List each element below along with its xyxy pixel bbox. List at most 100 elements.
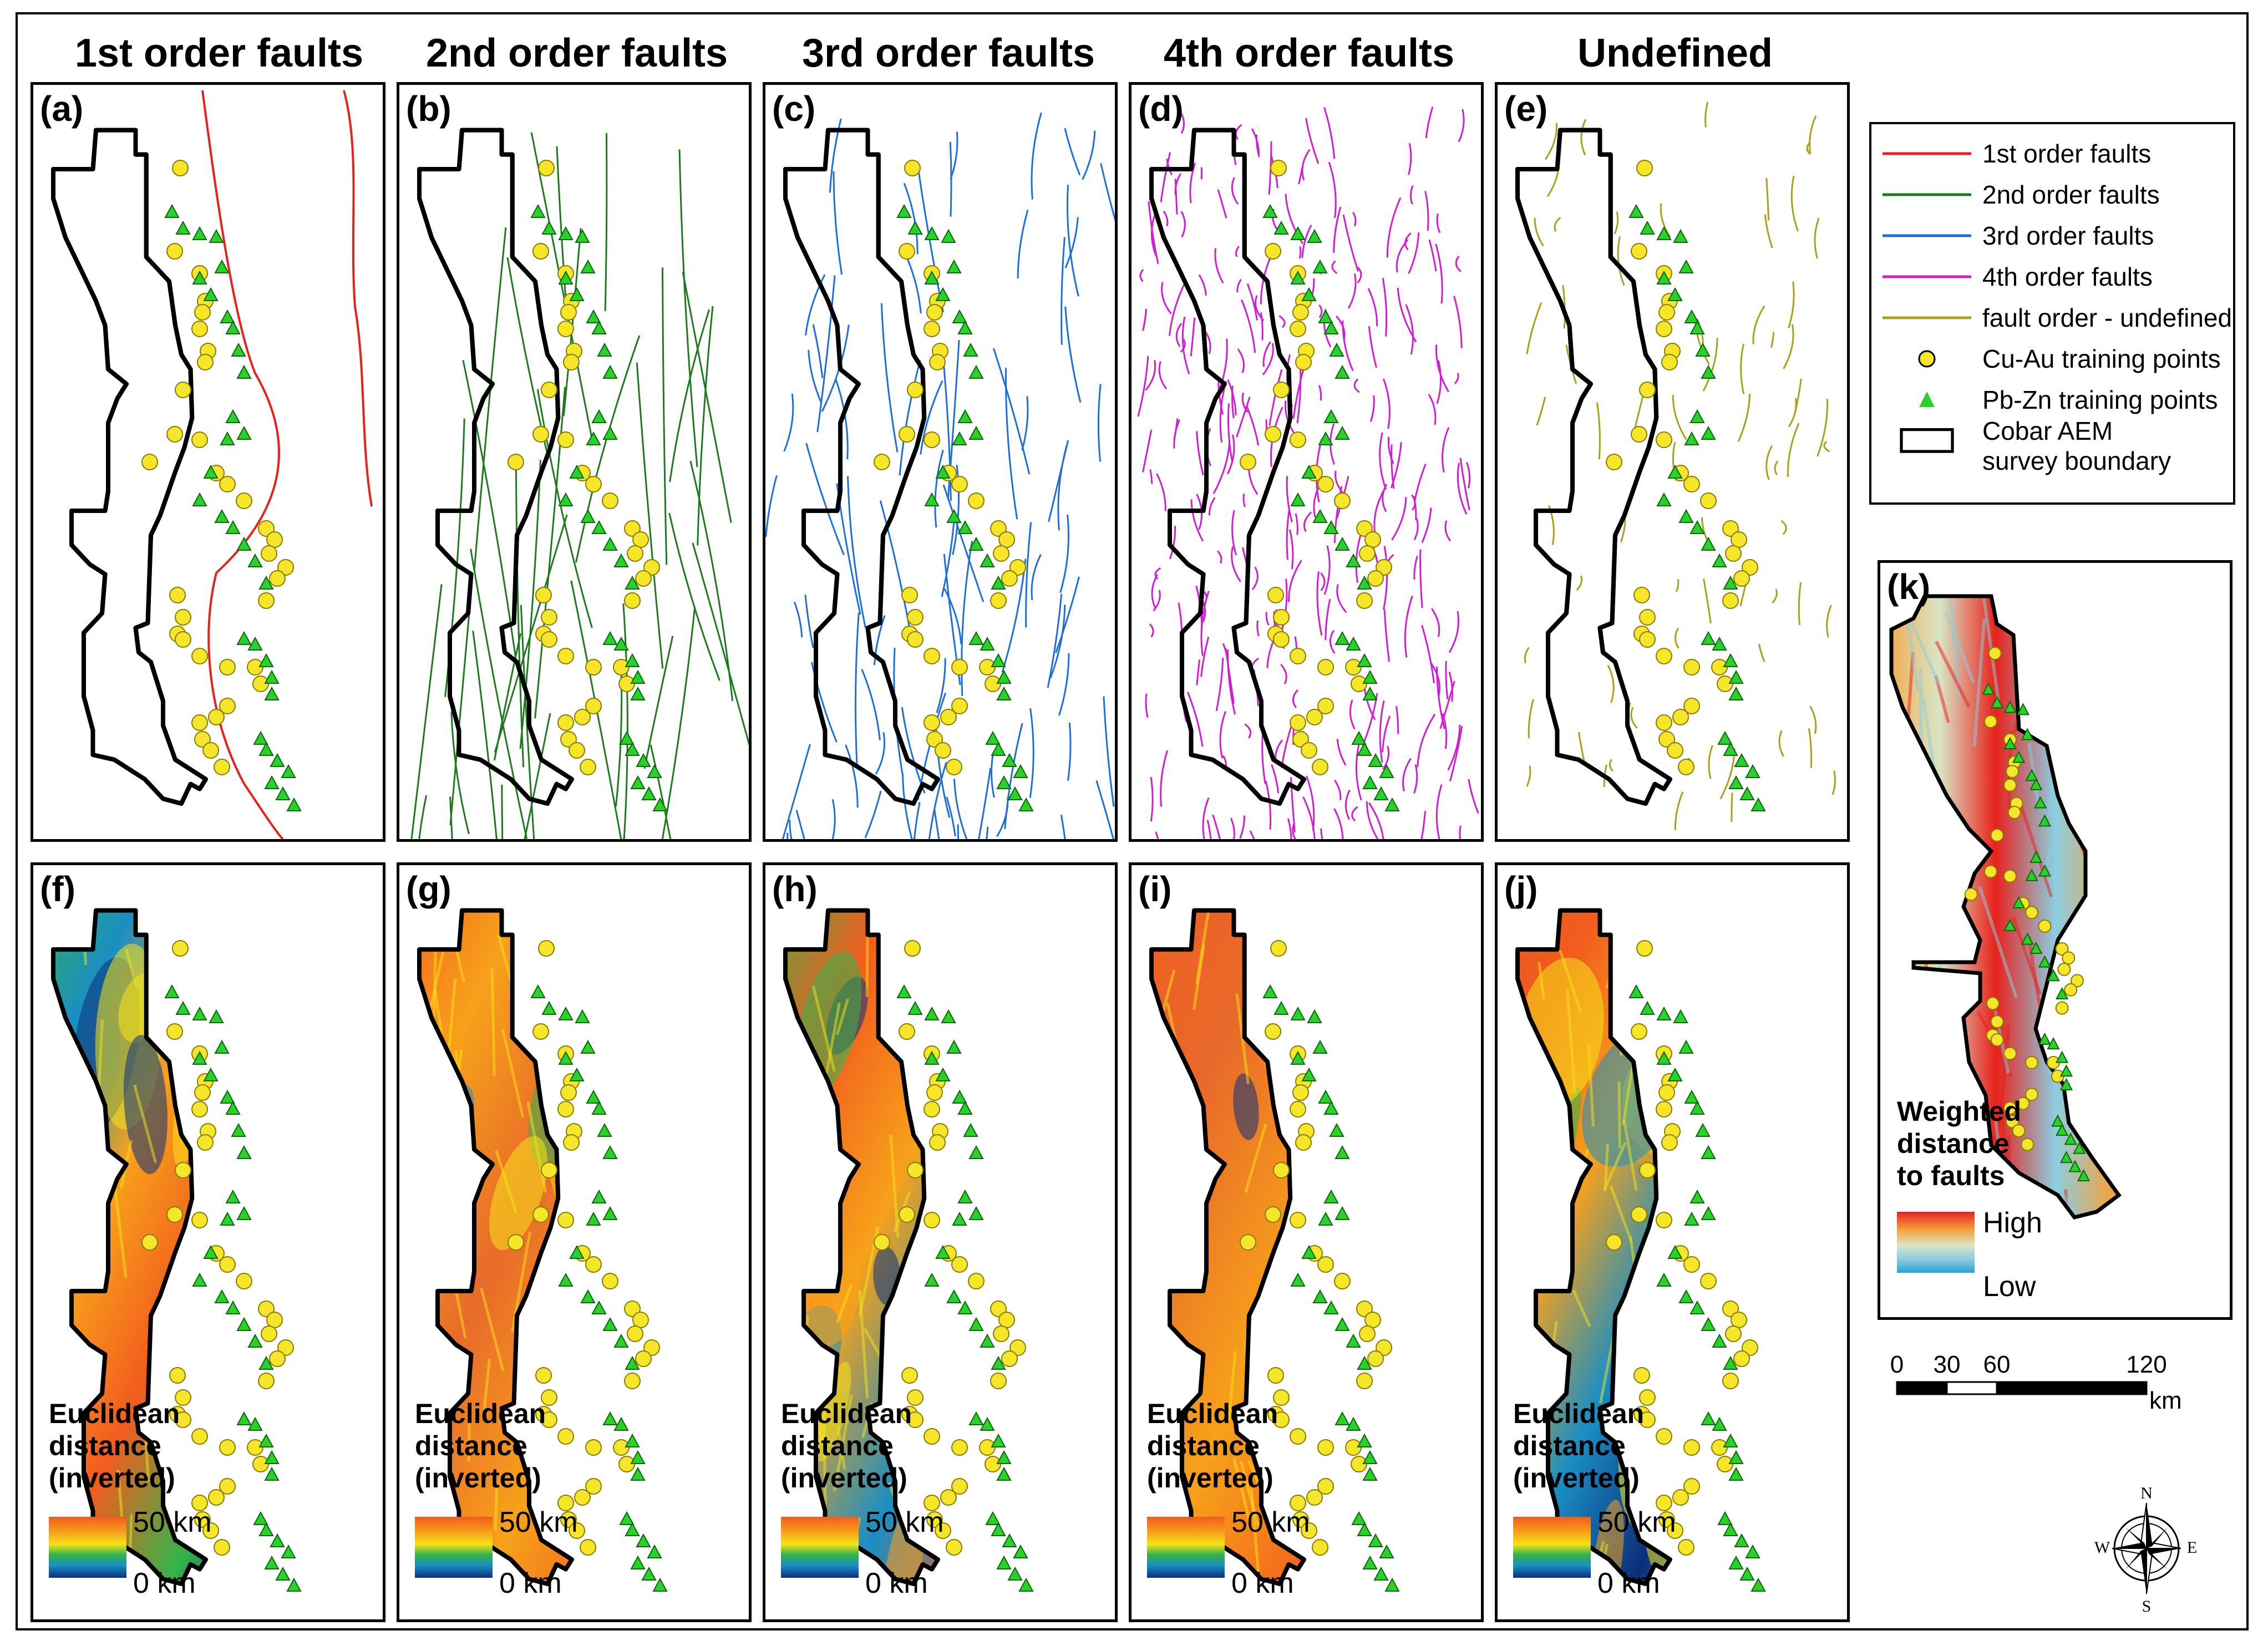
fault-line [1809, 115, 1817, 154]
pb-zn-training-point [963, 1122, 978, 1137]
panel-label: (d) [1138, 89, 1184, 129]
pb-zn-training-point [1323, 409, 1339, 423]
pb-zn-training-point [1301, 1244, 1317, 1259]
pb-zn-training-point [1667, 1244, 1683, 1259]
legend-label: 4th order faults [1982, 262, 2153, 291]
fault-line [1278, 315, 1286, 328]
pb-zn-training-point [569, 1067, 585, 1081]
survey-boundary [51, 908, 208, 1586]
cu-au-training-point [1306, 1489, 1323, 1506]
fault-line [1396, 705, 1399, 734]
cu-au-training-point [508, 454, 524, 470]
pb-zn-training-point [264, 775, 280, 789]
fault-line [1180, 338, 1186, 353]
pb-zn-training-point [980, 1416, 995, 1431]
fault-line [662, 267, 668, 565]
fault-line [1778, 730, 1784, 757]
cu-au-training-point [907, 609, 924, 626]
cu-au-training-point [1364, 1312, 1381, 1328]
fault-line [1149, 469, 1153, 484]
fault-line [795, 810, 805, 839]
fault-line [1790, 175, 1799, 232]
fault-line [1445, 661, 1449, 700]
pb-zn-training-point [636, 753, 651, 767]
pb-zn-training-point [2025, 769, 2038, 781]
pb-zn-training-point [236, 536, 252, 551]
cu-au-training-point [926, 304, 943, 321]
fault-line [1674, 791, 1684, 830]
cu-au-training-point [1290, 321, 1306, 337]
pb-zn-training-point [1656, 1050, 1672, 1065]
cu-au-training-point [1367, 1350, 1384, 1367]
cu-au-training-point [1356, 1300, 1373, 1317]
pb-zn-training-point [1301, 464, 1317, 479]
svg-text:W: W [2094, 1538, 2110, 1557]
cu-au-training-point [929, 1134, 946, 1151]
map-legend: 1st order faults 2nd order faults 3rd orde… [1869, 122, 2235, 505]
fault-line [1064, 306, 1082, 403]
cu-au-training-point [907, 631, 924, 648]
pb-zn-training-point [569, 1244, 585, 1259]
pb-zn-training-point [236, 1145, 252, 1159]
fault-line [682, 272, 732, 523]
pb-zn-training-point [946, 509, 962, 523]
cu-au-training-point [1742, 559, 1758, 576]
fault-line [875, 732, 886, 775]
fault-line [1580, 119, 1587, 156]
cu-au-training-point [172, 940, 189, 957]
map-panel-i: (i) Euclidean distance (inverted) 50 km 0 … [1129, 862, 1484, 1622]
fault-line [604, 133, 608, 311]
fault-line [1544, 123, 1558, 160]
column-title-3: 3rd order faults [801, 31, 1095, 75]
pb-zn-training-point [220, 1089, 235, 1104]
pb-zn-training-point [1312, 509, 1328, 523]
fault-line [1420, 811, 1427, 839]
pb-zn-training-point [1273, 1000, 1289, 1015]
pb-zn-training-point [2064, 1132, 2077, 1145]
pb-zn-training-point [2059, 1078, 2073, 1090]
cu-au-training-point [1001, 1350, 1018, 1367]
fault-line [864, 790, 882, 839]
pb-zn-training-point [980, 1333, 995, 1348]
legend-item: Cobar AEM survey boundary [1871, 416, 2233, 475]
pb-zn-training-point [1739, 786, 1755, 800]
fault-line [473, 227, 507, 570]
pb-zn-training-point [236, 425, 252, 440]
cu-au-training-point [990, 592, 1007, 609]
pb-zn-training-point [957, 1189, 973, 1203]
cu-au-training-point [538, 160, 555, 176]
cu-au-training-point [1356, 592, 1373, 609]
pb-zn-training-point [1739, 1566, 1755, 1581]
pb-zn-training-point [1689, 520, 1705, 534]
cu-au-training-point [2025, 906, 2038, 919]
fault-line [1156, 473, 1166, 511]
fault-line [961, 541, 973, 697]
cu-au-training-point [261, 1325, 277, 1342]
cu-au-training-point [2005, 765, 2019, 779]
cu-au-training-point [1290, 1212, 1306, 1228]
fault-line [1764, 214, 1773, 248]
cu-au-training-point [2016, 1096, 2030, 1110]
fault-line [450, 711, 470, 835]
pb-zn-training-point [270, 753, 285, 767]
survey-boundary [1889, 594, 2122, 1220]
pb-zn-training-point [630, 669, 646, 684]
fault-line [1097, 384, 1102, 462]
legend-item: 1st order faults [1871, 133, 2233, 174]
legend-label: Cobar AEM survey boundary [1982, 416, 2171, 475]
fault-line [1196, 431, 1204, 476]
fault-line [1369, 395, 1375, 422]
fault-line [1404, 232, 1412, 251]
pb-zn-training-point [1362, 775, 1378, 789]
pb-zn-training-point [286, 1577, 302, 1592]
pb-zn-training-point [1689, 1189, 1705, 1203]
fault-line [1770, 332, 1775, 348]
cu-au-training-point [1667, 1522, 1683, 1539]
pb-zn-training-point [258, 1355, 274, 1370]
cu-au-training-point [1312, 759, 1328, 775]
pb-zn-training-point [957, 320, 973, 334]
fault-line [449, 606, 471, 826]
cu-au-training-point [1265, 1023, 1281, 1040]
fault-line [1413, 518, 1419, 541]
fault-line [1305, 118, 1320, 164]
